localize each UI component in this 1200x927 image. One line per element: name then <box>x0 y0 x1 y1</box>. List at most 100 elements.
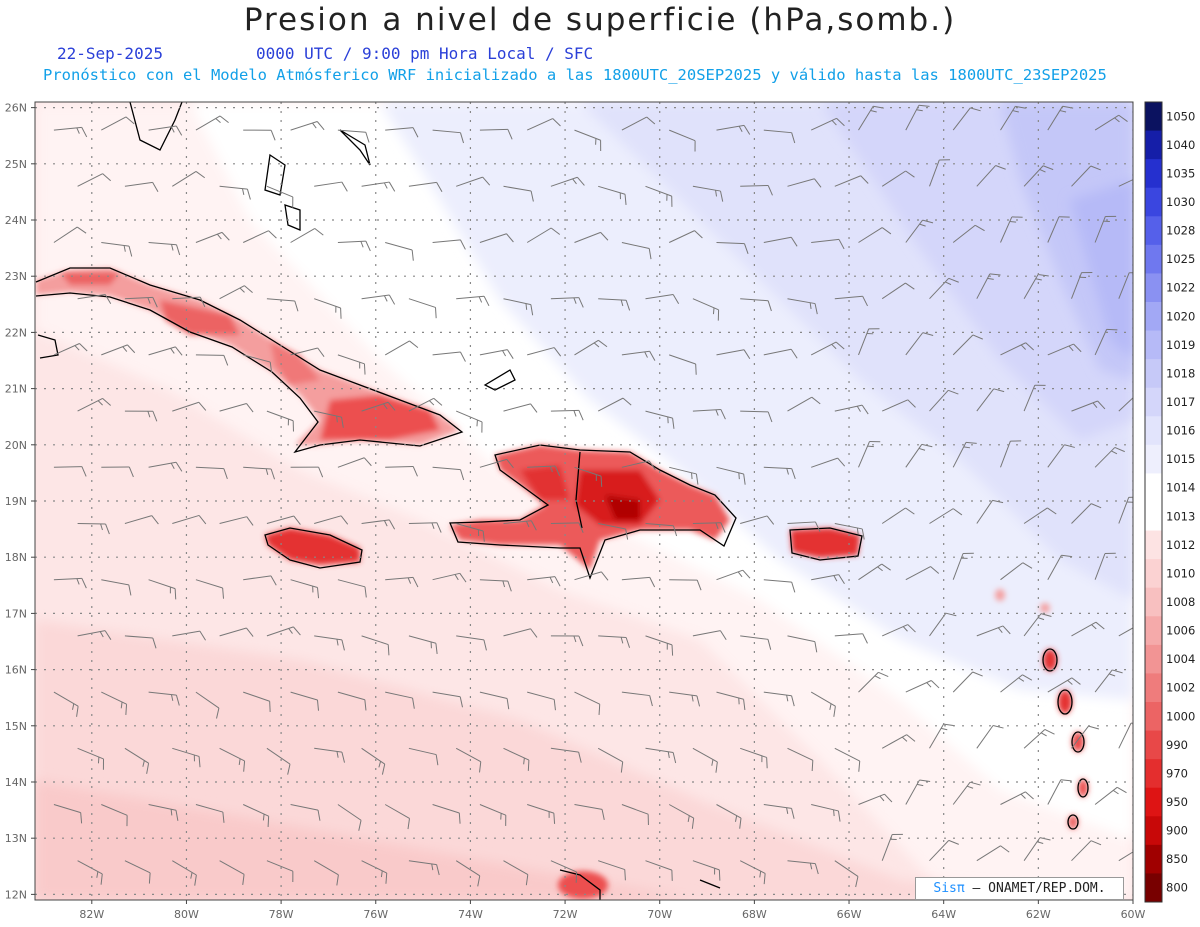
wind-barb <box>905 104 930 131</box>
wind-barb <box>314 298 342 319</box>
wind-barb <box>124 860 151 884</box>
wind-barb <box>290 121 325 131</box>
wind-barb <box>503 628 538 638</box>
lon-label: 74W <box>458 908 483 921</box>
wind-barb <box>976 165 1006 187</box>
wind-barb <box>716 124 751 135</box>
wind-barb <box>361 401 396 412</box>
colorbar-swatch <box>1145 730 1162 760</box>
wind-barb <box>266 860 294 882</box>
wind-barb <box>385 691 415 709</box>
wind-barb <box>952 781 981 805</box>
wind-barb <box>1094 446 1125 468</box>
wind-barb <box>219 185 251 200</box>
wind-barb <box>219 747 246 772</box>
wind-barb <box>456 635 487 651</box>
wind-barb <box>1118 272 1133 299</box>
wind-barb <box>550 409 584 421</box>
lat-label: 14N <box>5 776 27 789</box>
colorbar-swatch <box>1145 644 1162 674</box>
wind-barb <box>929 839 959 862</box>
wind-barb <box>526 118 561 131</box>
wind-barb <box>503 747 530 771</box>
wind-barb <box>952 334 983 356</box>
colorbar-frame <box>1144 101 1163 903</box>
wind-barb <box>1094 114 1128 131</box>
wind-barb <box>621 576 656 588</box>
lat-label: 15N <box>5 720 27 733</box>
lat-label: 21N <box>5 383 27 396</box>
wind-barb <box>668 230 703 243</box>
wind-barb <box>550 635 584 647</box>
wind-barb <box>432 129 465 144</box>
wind-barb <box>101 804 128 827</box>
lat-label: 22N <box>5 326 27 339</box>
wind-barb <box>1047 677 1081 693</box>
wind-barb <box>645 410 675 429</box>
wind-barb <box>219 860 245 886</box>
wind-barb <box>787 635 818 653</box>
wind-barb <box>242 230 277 243</box>
colorbar-label: 1035 <box>1166 166 1195 180</box>
lat-label: 18N <box>5 551 27 564</box>
colorbar-label: 1028 <box>1166 224 1195 238</box>
wind-barb <box>479 804 507 826</box>
wind-barb <box>124 181 159 192</box>
wind-barb <box>574 339 608 356</box>
colorbar-label: 1000 <box>1166 709 1195 723</box>
wind-barb <box>77 523 110 535</box>
wind-barb <box>716 349 751 360</box>
wind-barb <box>243 466 276 480</box>
wind-barb <box>266 298 299 312</box>
wind-barb <box>976 273 1001 299</box>
colorbar-label: 1050 <box>1166 109 1195 123</box>
wind-barb <box>479 349 514 359</box>
colorbar-swatch <box>1145 616 1162 646</box>
colorbar-swatch <box>1145 759 1162 789</box>
colorbar-label: 1013 <box>1166 509 1195 523</box>
wind-barb <box>574 804 605 821</box>
wind-barb <box>1071 503 1102 524</box>
wind-barbs <box>53 104 1133 888</box>
wind-barb <box>243 575 277 586</box>
wind-barb <box>172 401 207 412</box>
wind-barb <box>456 176 491 187</box>
wind-barb <box>598 860 626 881</box>
wind-barb <box>763 129 796 144</box>
wind-barb <box>77 294 112 305</box>
wind-barb <box>763 579 796 593</box>
wind-barb <box>243 354 273 373</box>
wind-barb <box>53 343 88 356</box>
wind-barb <box>1118 496 1133 524</box>
wind-barb <box>290 804 321 821</box>
lat-label: 20N <box>5 439 27 452</box>
wind-barb <box>385 465 418 477</box>
wind-barb <box>361 747 386 775</box>
wind-barb <box>1094 669 1123 693</box>
credit-brand: Sisπ <box>933 881 965 896</box>
wind-barb <box>692 298 720 321</box>
wind-barb <box>314 515 349 525</box>
wind-barb <box>124 515 159 525</box>
wind-barb <box>645 294 680 305</box>
wind-barb <box>1000 342 1035 356</box>
wind-barb <box>740 298 772 312</box>
wind-barb <box>598 635 631 648</box>
wind-barb <box>692 860 721 881</box>
wind-barb <box>172 860 197 886</box>
wind-barb <box>1023 507 1057 524</box>
lat-label: 19N <box>5 495 27 508</box>
wind-barb <box>101 116 135 131</box>
wind-barb <box>716 466 746 485</box>
wind-barb <box>645 635 674 656</box>
wind-barb <box>669 579 702 591</box>
wind-barb <box>266 185 294 208</box>
wind-barb <box>384 804 410 830</box>
colorbar-label: 1020 <box>1166 309 1195 323</box>
wind-barb <box>1118 621 1133 637</box>
wind-barb <box>834 860 859 888</box>
wind-barb <box>266 515 301 525</box>
wind-barb <box>858 793 893 805</box>
wind-barb <box>1071 400 1106 412</box>
